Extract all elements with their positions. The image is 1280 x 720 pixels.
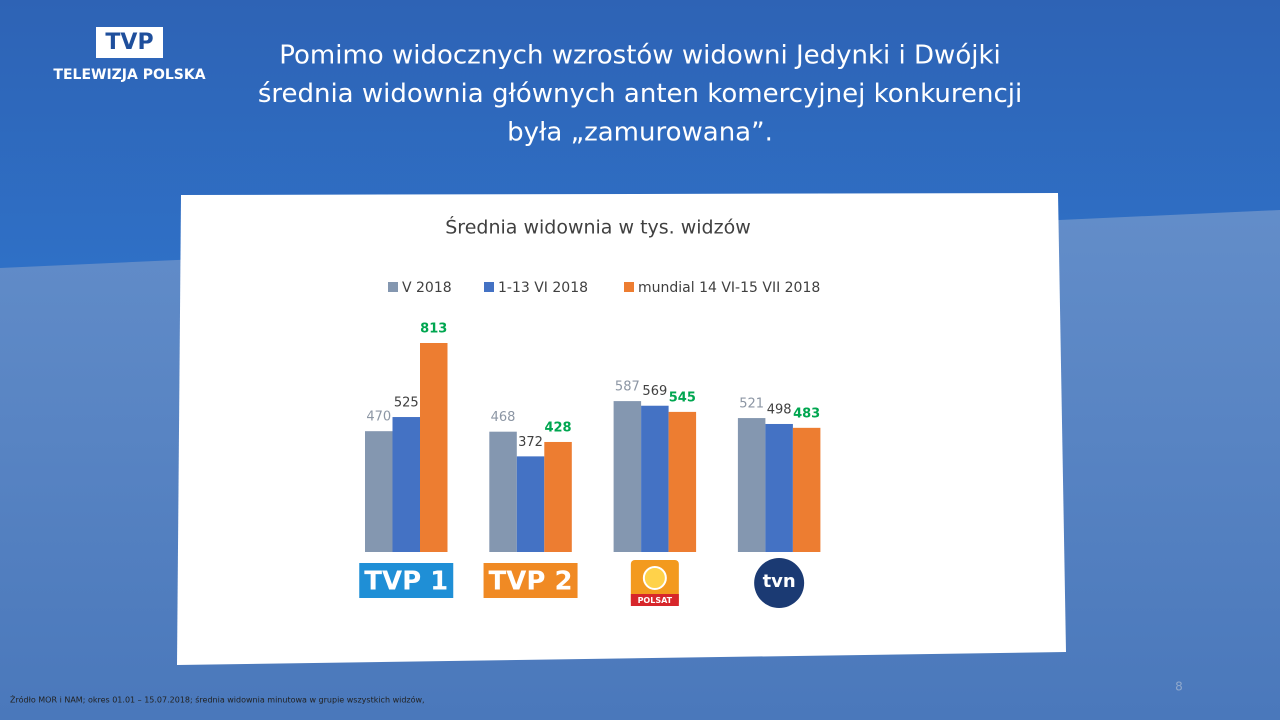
value-label: 428 — [544, 420, 571, 435]
value-label: 470 — [366, 410, 391, 425]
logo-sun — [642, 566, 667, 590]
x-tick-label: tvn — [763, 571, 796, 592]
legend-swatch — [624, 282, 634, 292]
title-line: Pomimo widocznych wzrostów widowni Jedyn… — [279, 41, 1000, 71]
value-label: 813 — [420, 322, 447, 337]
legend-swatch — [388, 282, 398, 292]
title-line: średnia widownia głównych anten komercyj… — [258, 79, 1022, 109]
chart: V 2018 1-13 VI 2018 mundial 14 VI-15 VII 2… — [359, 280, 821, 608]
x-tick-label: TVP 1 — [364, 567, 448, 597]
channel-logo — [483, 563, 578, 598]
org-name: TELEWIZJA POLSKA — [53, 67, 205, 83]
bar — [613, 401, 642, 552]
value-label: 498 — [767, 402, 792, 417]
value-label: 569 — [642, 384, 667, 399]
legend-label: V 2018 — [402, 280, 452, 296]
logo: TVP — [105, 30, 153, 55]
bar — [392, 417, 420, 552]
value-label: 587 — [615, 380, 640, 395]
x-tick-label: POLSAT — [638, 596, 673, 605]
x-tick-label: TVP 2 — [489, 567, 573, 597]
channel-logo — [754, 558, 805, 608]
logo-box — [96, 27, 163, 58]
bar — [641, 405, 669, 552]
slide-title: Pomimo widocznych wzrostów widowni Jedyn… — [258, 41, 1022, 148]
bar — [668, 411, 697, 552]
legend-label: 1-13 VI 2018 — [498, 280, 588, 296]
logo-band — [630, 594, 679, 606]
legend-swatch — [484, 282, 494, 292]
bar — [792, 427, 821, 552]
source-note: Źródło MOR i NAM; okres 01.01 – 15.07.20… — [10, 694, 425, 705]
channel-logo — [359, 563, 454, 598]
bar — [765, 423, 793, 552]
value-label: 483 — [793, 406, 820, 421]
bar — [544, 441, 572, 552]
value-label: 545 — [669, 390, 696, 405]
bar — [737, 418, 766, 552]
bar — [365, 431, 393, 552]
value-label: 372 — [518, 435, 543, 450]
title-line: była „zamurowana”. — [507, 118, 773, 148]
bar — [516, 456, 545, 552]
value-label: 521 — [739, 397, 764, 412]
chart-title: Średnia widownia w tys. widzów — [445, 215, 751, 239]
value-label: 525 — [394, 396, 419, 411]
bar — [420, 343, 448, 552]
page-number: 8 — [1175, 680, 1183, 694]
value-label: 468 — [491, 410, 516, 425]
bar — [489, 431, 517, 552]
legend-label: mundial 14 VI-15 VII 2018 — [638, 280, 820, 296]
